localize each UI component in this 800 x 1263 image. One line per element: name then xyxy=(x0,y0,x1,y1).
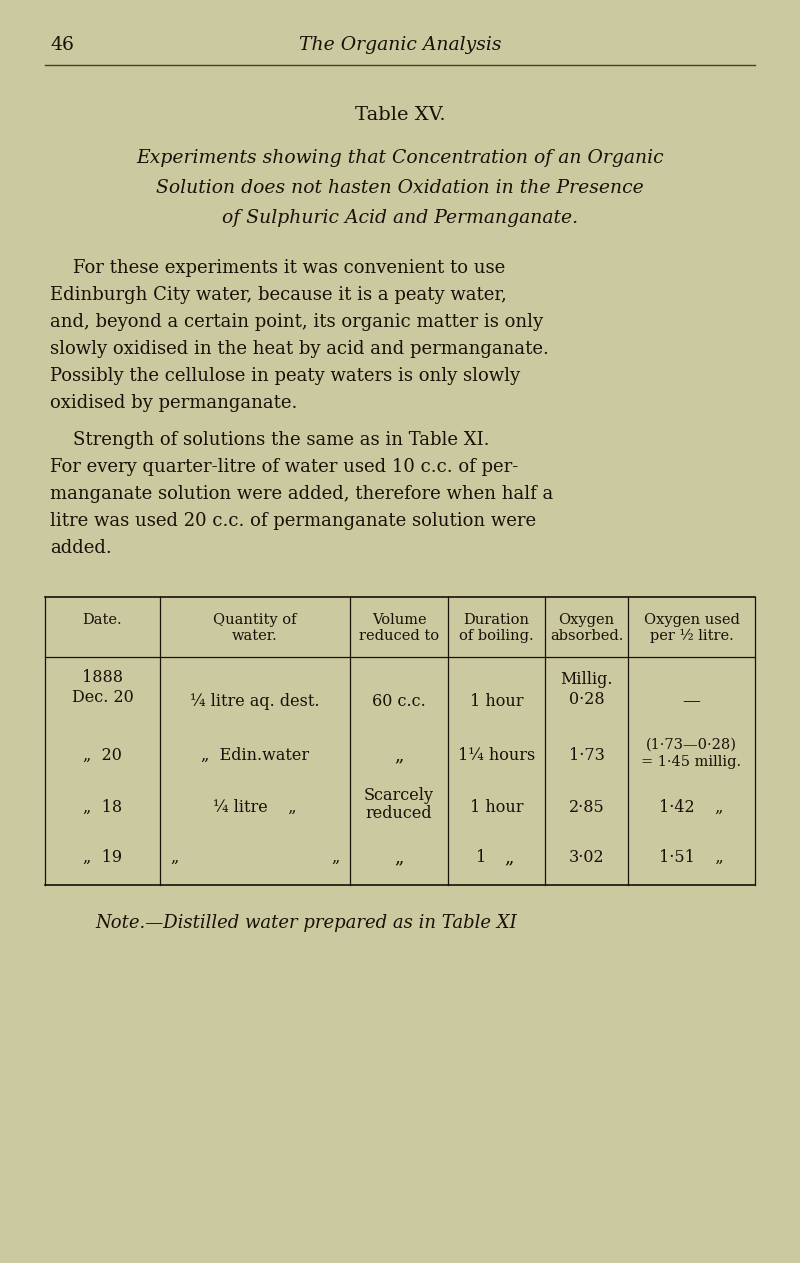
Text: The Organic Analysis: The Organic Analysis xyxy=(298,37,502,54)
Text: 1 hour: 1 hour xyxy=(470,692,523,710)
Text: absorbed.: absorbed. xyxy=(550,629,623,643)
Text: ¼ litre aq. dest.: ¼ litre aq. dest. xyxy=(190,692,320,710)
Text: For these experiments it was convenient to use: For these experiments it was convenient … xyxy=(50,259,506,277)
Text: Millig.: Millig. xyxy=(560,672,613,688)
Text: reduced: reduced xyxy=(366,806,432,822)
Text: „  19: „ 19 xyxy=(83,849,122,866)
Text: Experiments showing that Concentration of an Organic: Experiments showing that Concentration o… xyxy=(136,149,664,167)
Text: „: „ xyxy=(394,849,404,866)
Text: „: „ xyxy=(504,849,513,866)
Text: 46: 46 xyxy=(50,37,74,54)
Text: litre was used 20 c.c. of permanganate solution were: litre was used 20 c.c. of permanganate s… xyxy=(50,512,536,530)
Text: Solution does not hasten Oxidation in the Presence: Solution does not hasten Oxidation in th… xyxy=(156,179,644,197)
Text: —: — xyxy=(682,692,701,710)
Text: 1·51    „: 1·51 „ xyxy=(659,849,724,866)
Text: (1·73—0·28): (1·73—0·28) xyxy=(646,738,737,751)
Text: added.: added. xyxy=(50,539,112,557)
Text: 1: 1 xyxy=(476,849,486,866)
Text: 1888: 1888 xyxy=(82,669,123,687)
Text: Date.: Date. xyxy=(82,613,122,626)
Text: 3·02: 3·02 xyxy=(569,849,604,866)
Text: 1·73: 1·73 xyxy=(569,746,605,764)
Text: slowly oxidised in the heat by acid and permanganate.: slowly oxidised in the heat by acid and … xyxy=(50,340,549,357)
Text: „: „ xyxy=(332,849,340,866)
Text: Dec. 20: Dec. 20 xyxy=(72,690,134,706)
Text: For every quarter-litre of water used 10 c.c. of per-: For every quarter-litre of water used 10… xyxy=(50,458,518,476)
Text: ¼ litre    „: ¼ litre „ xyxy=(213,799,297,816)
Text: „  Edin.water: „ Edin.water xyxy=(201,746,309,764)
Text: 1¼ hours: 1¼ hours xyxy=(458,746,535,764)
Text: Quantity of: Quantity of xyxy=(214,613,297,626)
Text: of boiling.: of boiling. xyxy=(459,629,534,643)
Text: Possibly the cellulose in peaty waters is only slowly: Possibly the cellulose in peaty waters i… xyxy=(50,368,520,385)
Text: per ½ litre.: per ½ litre. xyxy=(650,629,734,643)
Text: reduced to: reduced to xyxy=(359,629,439,643)
Text: Scarcely: Scarcely xyxy=(364,788,434,805)
Text: = 1·45 millig.: = 1·45 millig. xyxy=(642,755,742,769)
Text: oxidised by permanganate.: oxidised by permanganate. xyxy=(50,394,298,412)
Text: and, beyond a certain point, its organic matter is only: and, beyond a certain point, its organic… xyxy=(50,313,543,331)
Text: 1 hour: 1 hour xyxy=(470,799,523,816)
Text: 2·85: 2·85 xyxy=(569,799,604,816)
Text: of Sulphuric Acid and Permanganate.: of Sulphuric Acid and Permanganate. xyxy=(222,208,578,227)
Text: Volume: Volume xyxy=(372,613,426,626)
Text: „: „ xyxy=(170,849,178,866)
Text: Strength of solutions the same as in Table XI.: Strength of solutions the same as in Tab… xyxy=(50,431,490,450)
Text: 0·28: 0·28 xyxy=(569,691,604,707)
Text: „: „ xyxy=(394,746,404,764)
Text: Note.—Distilled water prepared as in Table XI: Note.—Distilled water prepared as in Tab… xyxy=(95,914,517,932)
Text: Oxygen: Oxygen xyxy=(558,613,614,626)
Text: Table XV.: Table XV. xyxy=(354,106,446,124)
Text: Oxygen used: Oxygen used xyxy=(643,613,739,626)
Text: „  20: „ 20 xyxy=(83,746,122,764)
Text: 60 c.c.: 60 c.c. xyxy=(372,692,426,710)
Text: Duration: Duration xyxy=(463,613,530,626)
Text: water.: water. xyxy=(232,629,278,643)
Text: Edinburgh City water, because it is a peaty water,: Edinburgh City water, because it is a pe… xyxy=(50,285,506,304)
Text: manganate solution were added, therefore when half a: manganate solution were added, therefore… xyxy=(50,485,554,503)
Text: „  18: „ 18 xyxy=(83,799,122,816)
Text: 1·42    „: 1·42 „ xyxy=(659,799,724,816)
